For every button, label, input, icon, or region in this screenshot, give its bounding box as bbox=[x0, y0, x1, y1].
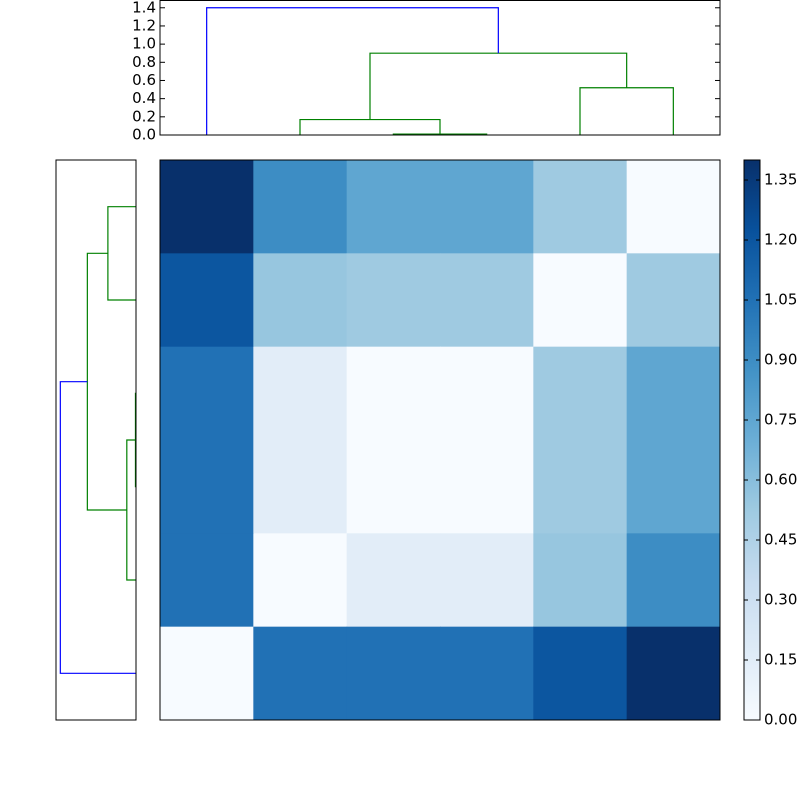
heatmap-cell bbox=[253, 440, 348, 534]
heatmap-cell bbox=[253, 626, 348, 721]
colorbar-tick-label: 0.60 bbox=[764, 471, 797, 489]
heatmap-cell bbox=[346, 626, 441, 721]
y-tick-label: 1.2 bbox=[132, 16, 156, 34]
heatmap-cell bbox=[440, 160, 534, 254]
heatmap-cell bbox=[440, 626, 534, 721]
y-tick-label: 0.0 bbox=[132, 126, 156, 144]
heatmap-cell bbox=[533, 253, 628, 348]
heatmap-cell bbox=[533, 626, 628, 721]
heatmap-cell bbox=[533, 440, 628, 534]
axes-frame bbox=[159, 159, 721, 721]
heatmap-cell bbox=[160, 533, 254, 628]
heatmap-cell bbox=[253, 160, 348, 254]
heatmap-cell bbox=[160, 253, 254, 348]
heatmap-cell bbox=[533, 346, 628, 441]
heatmap-cell bbox=[626, 253, 721, 348]
heatmap-cell bbox=[346, 160, 441, 254]
heatmap-cell bbox=[253, 533, 348, 628]
heatmap-cell bbox=[160, 440, 254, 534]
dendrogram-link bbox=[579, 87, 674, 135]
heatmap-cell bbox=[440, 346, 534, 441]
heatmap-cell bbox=[160, 626, 254, 721]
dendrogram-link bbox=[369, 52, 628, 120]
heatmap-cell bbox=[533, 160, 628, 254]
heatmap-cell bbox=[626, 160, 721, 254]
colorbar bbox=[743, 159, 761, 721]
heatmap-cell bbox=[346, 440, 441, 534]
heatmap-cell bbox=[346, 346, 441, 441]
y-tick-label: 0.8 bbox=[132, 53, 156, 71]
colorbar-tick-label: 0.75 bbox=[764, 411, 797, 429]
colorbar-tick-label: 0.15 bbox=[764, 651, 797, 669]
heatmap-cell bbox=[440, 440, 534, 534]
y-tick-label: 0.4 bbox=[132, 89, 156, 107]
heatmap-cell bbox=[346, 253, 441, 348]
dendrogram-link bbox=[107, 206, 136, 301]
colorbar-tick-label: 0.30 bbox=[764, 591, 797, 609]
colorbar-tick-label: 0.00 bbox=[764, 711, 797, 729]
heatmap-cell bbox=[626, 440, 721, 534]
y-tick-label: 0.6 bbox=[132, 71, 156, 89]
heatmap-cell bbox=[253, 253, 348, 348]
axes-frame bbox=[55, 159, 137, 721]
dendrogram-link bbox=[299, 118, 441, 135]
y-tick-label: 0.2 bbox=[132, 107, 156, 125]
dendrogram-link bbox=[86, 252, 127, 511]
y-tick-label: 1.4 bbox=[132, 0, 156, 16]
colorbar-tick-label: 1.20 bbox=[764, 231, 797, 249]
axes-frame bbox=[159, 0, 721, 136]
y-tick-label: 1.0 bbox=[132, 35, 156, 53]
heatmap-cell bbox=[253, 346, 348, 441]
heatmap-cell bbox=[533, 533, 628, 628]
colorbar-tick-label: 0.45 bbox=[764, 531, 797, 549]
heatmap-cell bbox=[626, 533, 721, 628]
dendrogram-link bbox=[206, 7, 499, 135]
heatmap-cell bbox=[626, 626, 721, 721]
heatmap-cell bbox=[346, 533, 441, 628]
dendrogram-link bbox=[126, 439, 136, 581]
dendrogram-link bbox=[59, 381, 136, 674]
heatmap-cell bbox=[626, 346, 721, 441]
heatmap-cell bbox=[160, 160, 254, 254]
heatmap-cell bbox=[440, 253, 534, 348]
heatmap-cell bbox=[160, 346, 254, 441]
heatmap-cell bbox=[440, 533, 534, 628]
colorbar-tick-label: 1.35 bbox=[764, 171, 797, 189]
colorbar-tick-label: 1.05 bbox=[764, 291, 797, 309]
colorbar-tick-label: 0.90 bbox=[764, 351, 797, 369]
